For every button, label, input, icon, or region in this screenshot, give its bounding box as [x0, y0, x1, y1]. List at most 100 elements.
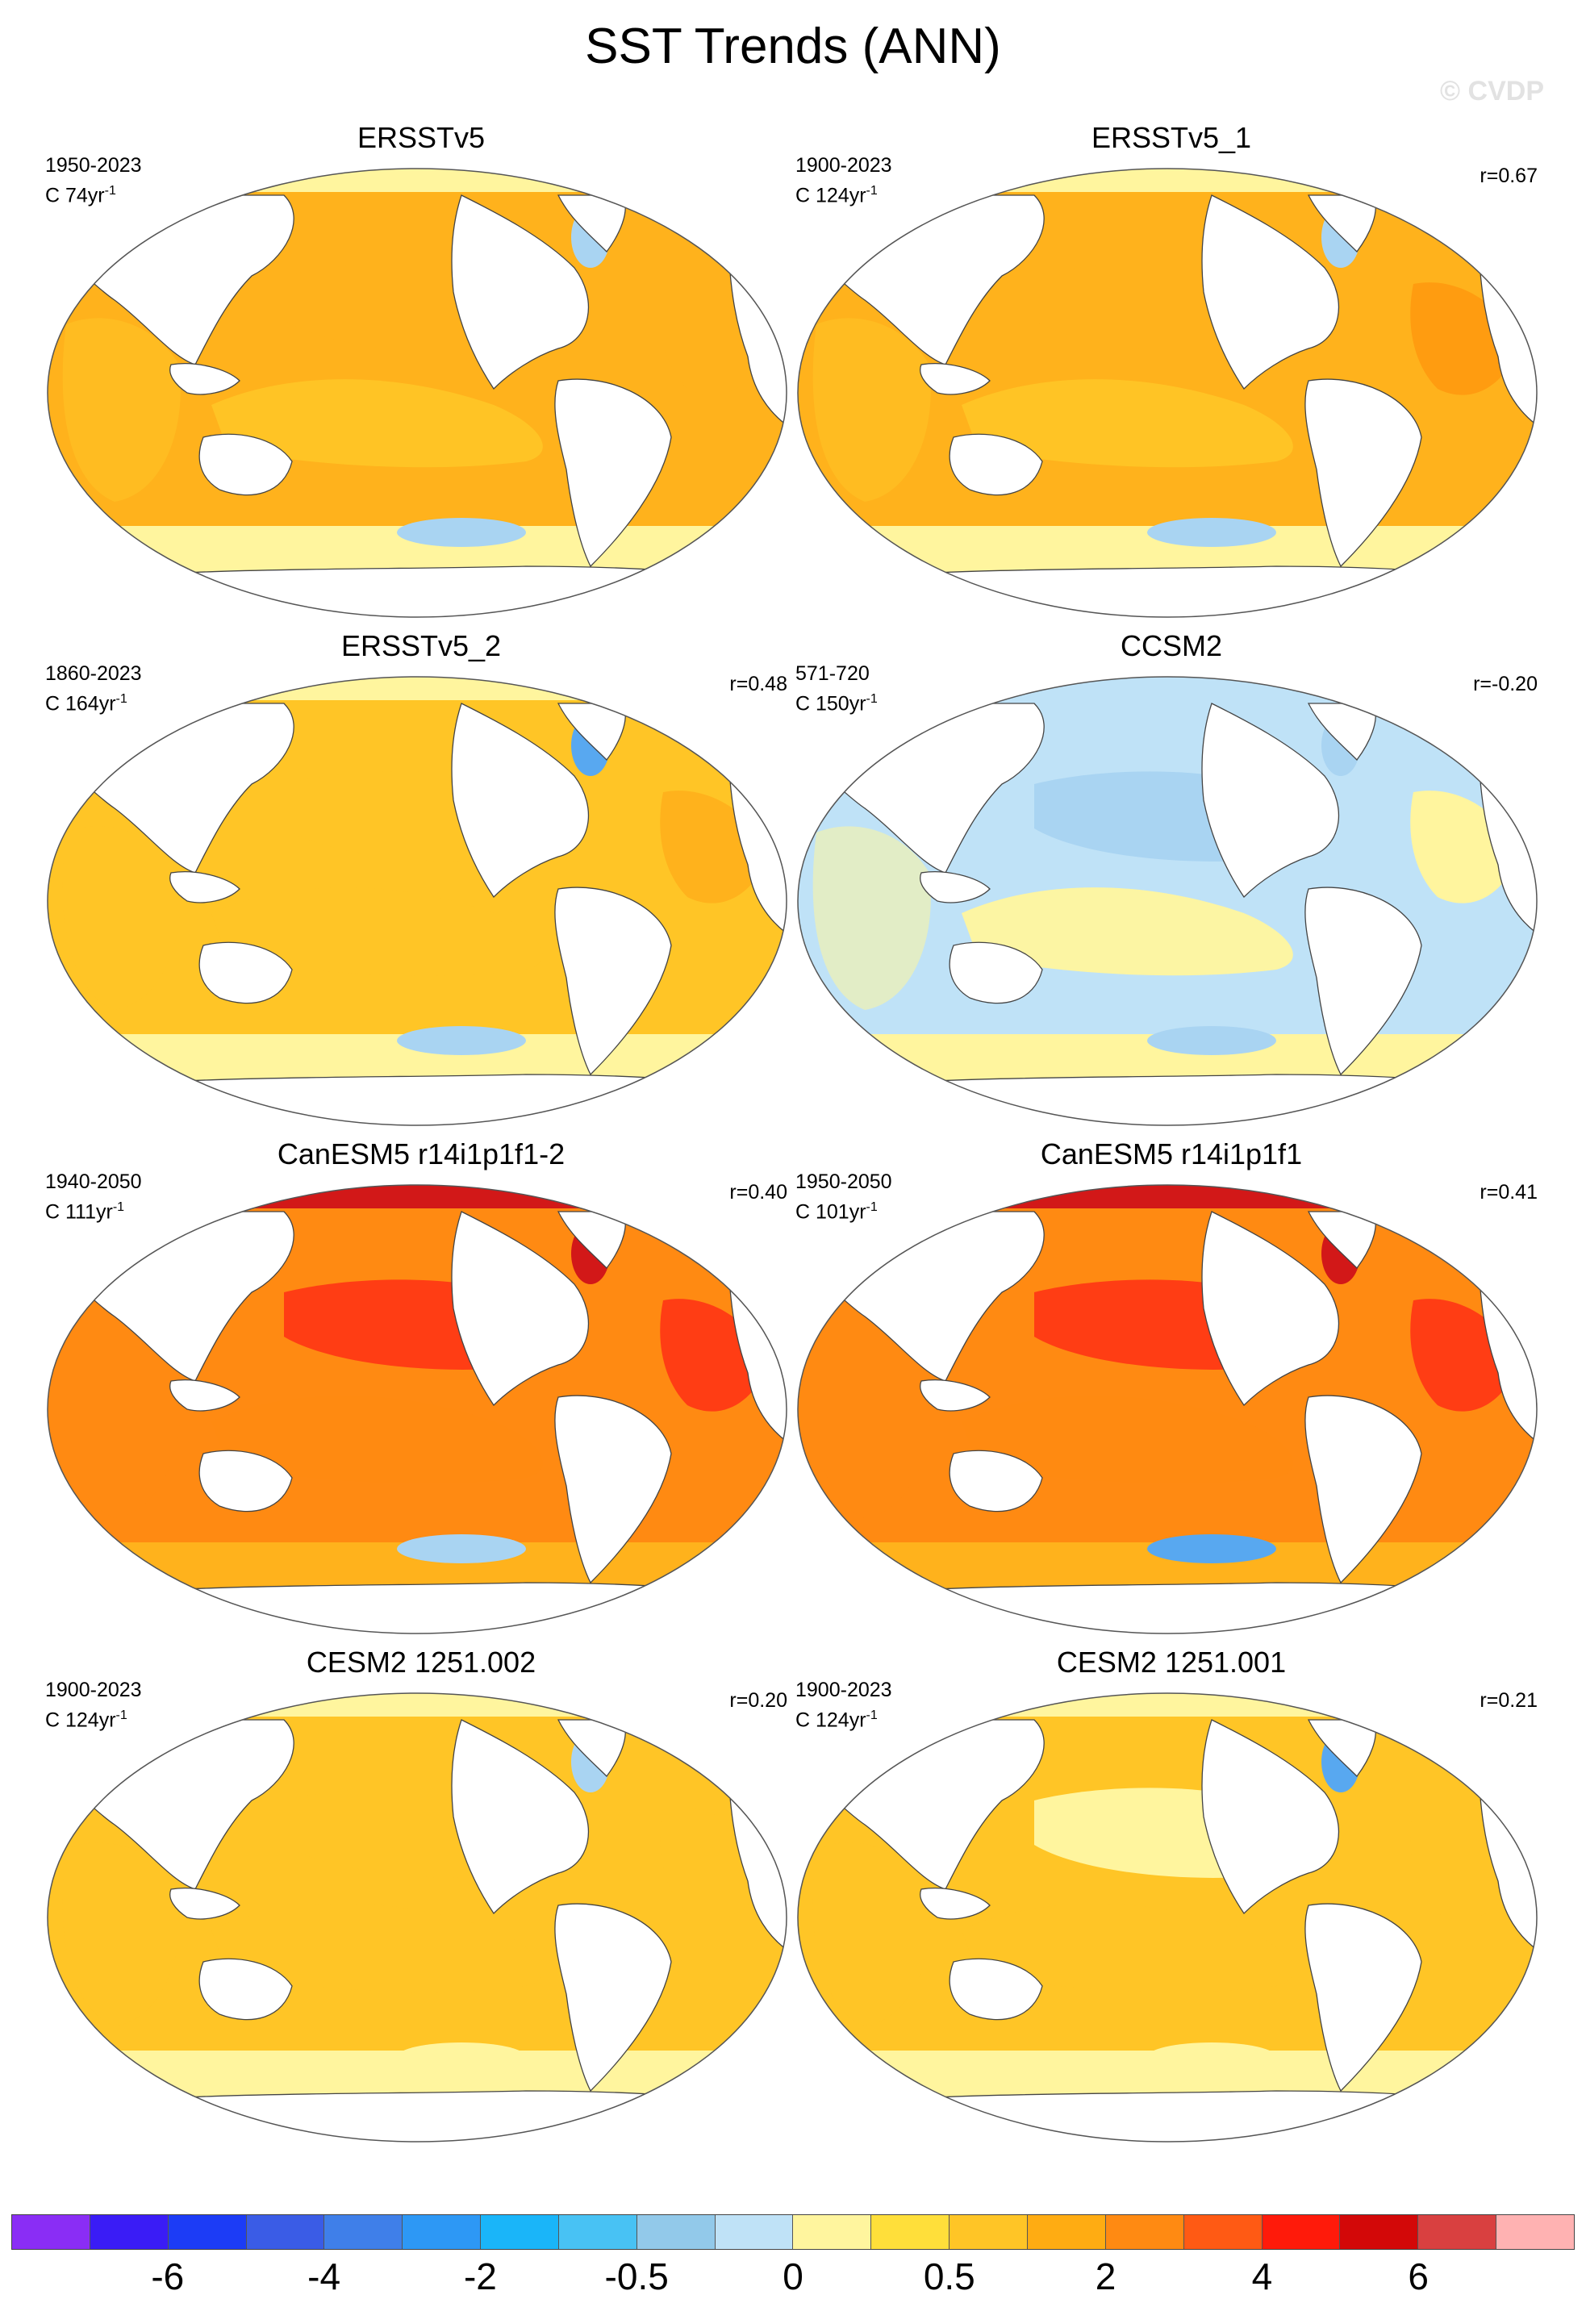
map-panel: CanESM5 r14i1p1f1-2 1940-2050 C 111yr-1 r=0…: [42, 1137, 800, 1646]
north-america-landmass: [451, 1719, 590, 1915]
antarctica-landmass: [798, 565, 1537, 617]
colorbar-swatch: [403, 2215, 482, 2249]
colorbar-swatch: [12, 2215, 90, 2249]
panel-units-exponent: -1: [112, 1200, 125, 1214]
colorbar-swatch: [1340, 2215, 1419, 2249]
map-panel: CESM2 1251.002 1900-2023 C 124yr-1 r=0.20: [42, 1646, 800, 2154]
australia-landmass: [198, 941, 293, 1004]
south-america-landmass: [1304, 1903, 1422, 2092]
colorbar-labels: -6 -4 -2 -0.5 0 0.5 2 4 6: [11, 2255, 1575, 2303]
panel-title: ERSSTv5: [357, 121, 486, 154]
south-america-landmass: [554, 378, 672, 568]
southern-ocean-anomaly: [1147, 518, 1276, 547]
arctic-band: [48, 677, 787, 700]
panel-correlation: r=0.21: [1480, 1689, 1538, 1712]
colorbar-swatch: [1418, 2215, 1497, 2249]
panel-units-text: C 124yr: [45, 1709, 116, 1732]
indian-ocean-region: [812, 1842, 931, 2026]
panel-title: CanESM5 r14i1p1f1-2: [277, 1137, 566, 1170]
indian-ocean-region: [812, 318, 931, 502]
indian-ocean-region: [62, 826, 181, 1010]
north-america-landmass: [451, 194, 590, 390]
colorbar-label: 6: [1408, 2255, 1429, 2297]
colorbar-swatch: [481, 2215, 559, 2249]
north-america-landmass: [451, 1211, 590, 1407]
antarctica-landmass: [48, 565, 787, 617]
panel-title: CESM2 1251.001: [1056, 1646, 1287, 1679]
colorbar-swatch: [558, 2215, 637, 2249]
antarctica-landmass: [798, 2090, 1537, 2142]
panel-period: 1950-2050: [795, 1170, 892, 1193]
panel-units-text: C 124yr: [795, 184, 866, 207]
map-panel: ERSSTv5_2 1860-2023 C 164yr-1 r=0.48: [42, 629, 800, 1137]
panel-correlation: r=0.41: [1480, 1181, 1538, 1204]
colorbar-swatch: [168, 2215, 247, 2249]
australia-landmass: [198, 1450, 293, 1512]
panel-units-exponent: -1: [866, 1200, 878, 1214]
maritime-continent-islands: [920, 363, 991, 395]
map-border: [797, 1692, 1538, 2143]
south-america-landmass: [554, 1395, 672, 1584]
maritime-continent-islands: [920, 871, 991, 903]
antarctica-landmass: [798, 1582, 1537, 1633]
arctic-band: [798, 677, 1537, 700]
panel-units-text: C 74yr: [45, 184, 105, 207]
panel-units: C 74yr-1: [45, 178, 116, 208]
maritime-continent-islands: [169, 871, 240, 903]
southern-ocean-anomaly: [1147, 1534, 1276, 1563]
panel-units-text: C 101yr: [795, 1200, 866, 1224]
map: [47, 676, 787, 1126]
panel-title: CanESM5 r14i1p1f1: [1040, 1137, 1303, 1170]
australia-landmass: [198, 433, 293, 496]
tropical-pacific-region: [211, 1396, 543, 1484]
tropical-pacific-region: [211, 887, 543, 976]
panel-units: C 101yr-1: [795, 1195, 878, 1225]
panel-units-exponent: -1: [866, 1709, 878, 1722]
panel-period: 1950-2023: [45, 154, 142, 177]
map: [797, 676, 1538, 1126]
panel-units-exponent: -1: [115, 1709, 127, 1722]
south-america-landmass: [1304, 378, 1422, 568]
tropical-pacific-region: [211, 1904, 543, 1992]
panel-units-text: C 111yr: [45, 1200, 113, 1224]
southern-ocean-anomaly: [397, 518, 526, 547]
map: [797, 168, 1538, 618]
panel-units: C 111yr-1: [45, 1195, 124, 1225]
colorbar-label: 0: [783, 2255, 803, 2297]
panel-title: CESM2 1251.002: [306, 1646, 536, 1679]
southern-ocean-anomaly: [1147, 1026, 1276, 1055]
tropical-pacific-region: [211, 379, 543, 468]
southern-ocean-anomaly: [1147, 2042, 1276, 2072]
colorbar-label: 4: [1251, 2255, 1273, 2297]
page-title: SST Trends (ANN): [585, 19, 1001, 74]
south-america-landmass: [554, 887, 672, 1076]
maritime-continent-islands: [169, 363, 240, 395]
map-panel: ERSSTv5_1 1900-2023 C 124yr-1 r=0.67: [792, 121, 1551, 629]
colorbar-swatch: [246, 2215, 325, 2249]
panel-title: ERSSTv5_2: [340, 629, 502, 662]
map-border: [47, 168, 787, 618]
map: [47, 168, 787, 618]
australia-landmass: [949, 433, 1043, 496]
panel-period: 1860-2023: [45, 662, 142, 685]
colorbar-swatch: [1027, 2215, 1106, 2249]
panel-units: C 150yr-1: [795, 686, 878, 716]
panel-units: C 164yr-1: [45, 686, 127, 716]
colorbar-swatch: [90, 2215, 169, 2249]
panel-period: 1900-2023: [795, 154, 892, 177]
map-panel: ERSSTv5 1950-2023 C 74yr-1: [42, 121, 800, 629]
panel-correlation: r=0.48: [729, 673, 787, 695]
panel-period: 571-720: [795, 662, 870, 685]
panel-units-text: C 164yr: [45, 692, 116, 716]
arctic-band: [48, 1693, 787, 1717]
colorbar-swatch: [793, 2215, 872, 2249]
colorbar-swatch: [1262, 2215, 1341, 2249]
australia-landmass: [949, 941, 1043, 1004]
arctic-band: [798, 1185, 1537, 1208]
map-border: [797, 676, 1538, 1126]
panel-title: CCSM2: [1120, 629, 1223, 662]
south-america-landmass: [554, 1903, 672, 2092]
map: [47, 1184, 787, 1634]
colorbar: [11, 2214, 1575, 2250]
maritime-continent-islands: [920, 1888, 991, 1920]
